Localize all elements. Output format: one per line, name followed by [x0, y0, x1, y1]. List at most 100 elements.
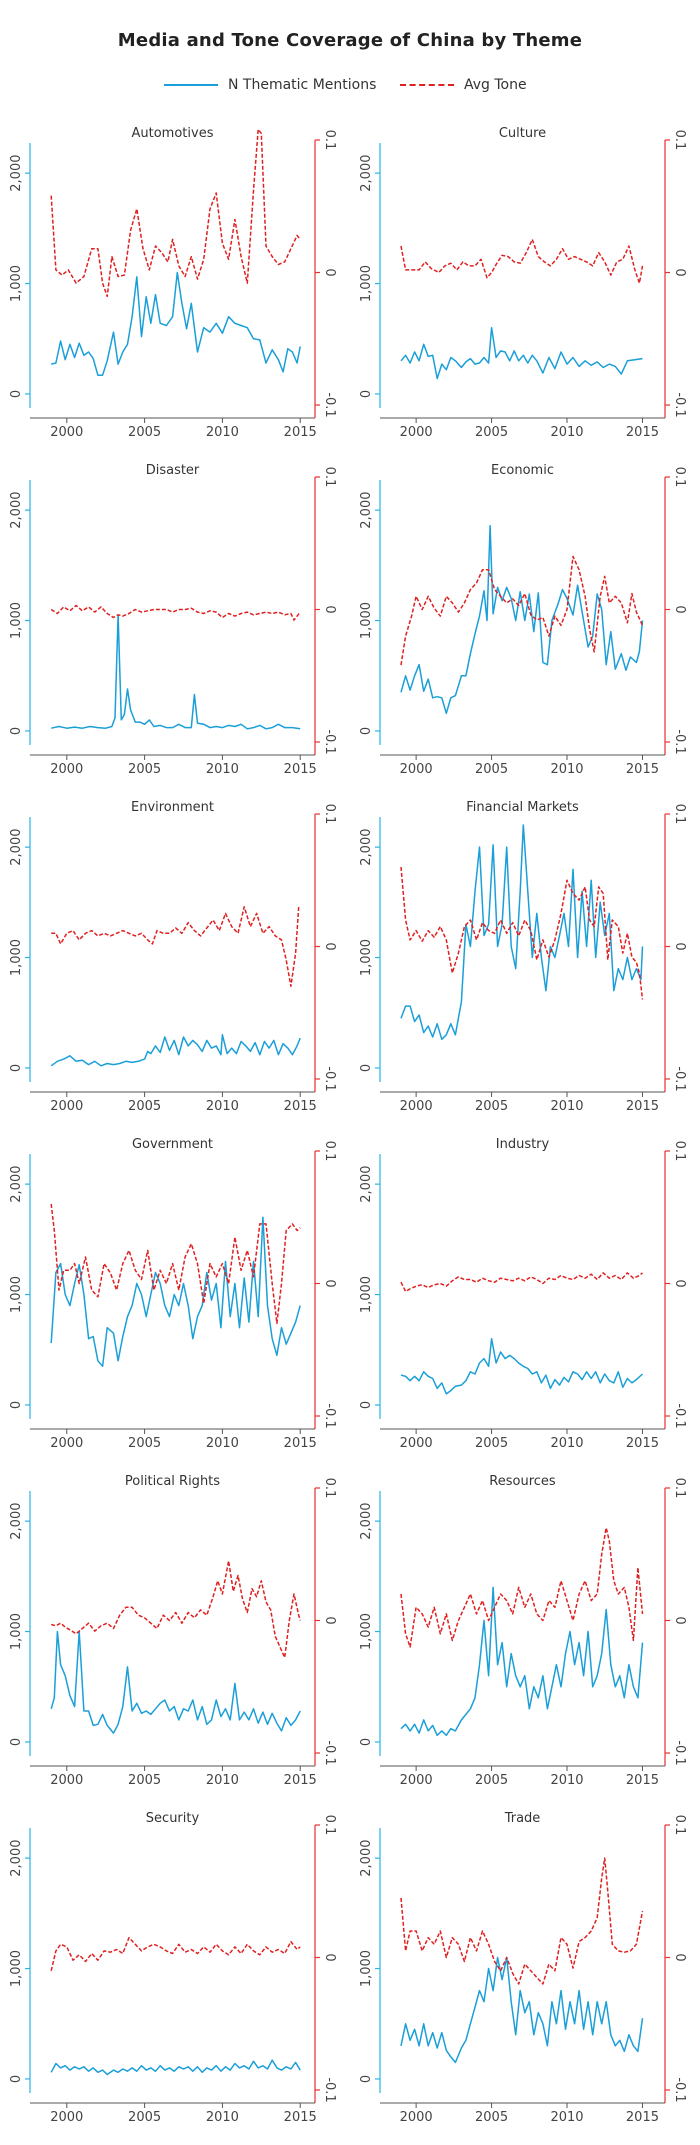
right-tick-label: 0.1: [322, 1478, 337, 1499]
left-tick-label: 2,000: [359, 1166, 374, 1203]
series-mentions-line: [400, 326, 643, 380]
left-tick-label: 2,000: [9, 829, 24, 866]
series-mentions-line: [50, 1034, 301, 1067]
x-tick-label: 2000: [50, 1436, 83, 1451]
right-tick-label: -0.1: [672, 729, 687, 754]
panel-title: Financial Markets: [466, 800, 579, 815]
left-tick-label: 1,000: [359, 1950, 374, 1987]
right-tick-label: 0: [322, 605, 337, 613]
left-tick-label: 2,000: [359, 829, 374, 866]
series-tone-line: [51, 1560, 301, 1659]
left-tick-label: 2,000: [9, 1166, 24, 1203]
series-tone-line: [400, 238, 644, 284]
x-tick-label: 2005: [475, 425, 508, 440]
right-tick-label: 0.1: [672, 467, 687, 488]
left-tick-label: 1,000: [9, 1276, 24, 1313]
x-tick-label: 2015: [284, 762, 317, 777]
x-tick-label: 2010: [550, 425, 583, 440]
right-tick-label: 0: [672, 1953, 687, 1961]
x-tick-label: 2010: [206, 1773, 239, 1788]
x-tick-label: 2000: [400, 425, 433, 440]
panel-title: Industry: [496, 1137, 550, 1152]
panel-title: Automotives: [132, 126, 214, 141]
left-tick-label: 1,000: [9, 1613, 24, 1650]
right-tick-label: 0: [322, 1279, 337, 1287]
series-tone-line: [50, 128, 301, 298]
right-tick-label: 0.1: [672, 1478, 687, 1499]
right-tick-label: 0.1: [322, 1815, 337, 1836]
right-tick-label: 0: [322, 1953, 337, 1961]
x-tick-label: 2010: [550, 1099, 583, 1114]
panel-disaster: Disaster 0 1,000 2,000 0.1 0 -0.1 2000 2005 2010 2…: [9, 463, 337, 777]
x-tick-label: 2010: [206, 425, 239, 440]
x-tick-label: 2015: [626, 2110, 659, 2125]
right-tick-label: 0: [672, 1616, 687, 1624]
right-tick-label: -0.1: [672, 1740, 687, 1765]
panel-title: Environment: [131, 800, 214, 815]
x-tick-label: 2000: [400, 762, 433, 777]
x-tick-label: 2010: [206, 762, 239, 777]
series-mentions-line: [51, 271, 301, 376]
x-tick-label: 2005: [128, 1773, 161, 1788]
left-tick-label: 1,000: [359, 602, 374, 639]
left-tick-label: 1,000: [359, 265, 374, 302]
panel-industry: Industry 0 1,000 2,000 0.1 0 -0.1 2000 2005 2010 2…: [359, 1137, 687, 1451]
x-tick-label: 2015: [284, 2110, 317, 2125]
series-mentions-line: [50, 1216, 301, 1368]
series-tone-line: [51, 906, 300, 988]
panel-culture: Culture 0 1,000 2,000 0.1 0 -0.1 2000 2005 2010 20…: [359, 126, 687, 440]
right-tick-label: 0: [672, 1279, 687, 1287]
left-tick-label: 1,000: [9, 265, 24, 302]
panel-automotives: Automotives 0 1,000 2,000 0.1 0 -0.1 2000 2005 20…: [9, 126, 337, 440]
right-tick-label: 0.1: [322, 1141, 337, 1162]
right-tick-label: -0.1: [322, 392, 337, 417]
x-tick-label: 2010: [550, 762, 583, 777]
x-tick-label: 2005: [128, 2110, 161, 2125]
x-tick-label: 2005: [475, 1099, 508, 1114]
right-tick-label: 0.1: [322, 804, 337, 825]
x-tick-label: 2010: [550, 1773, 583, 1788]
left-tick-label: 0: [359, 1401, 374, 1409]
series-mentions-line: [400, 1586, 644, 1737]
left-tick-label: 0: [9, 727, 24, 735]
x-tick-label: 2005: [475, 2110, 508, 2125]
legend-label-tone: Avg Tone: [464, 77, 527, 93]
panel-title: Political Rights: [125, 1474, 220, 1489]
left-tick-label: 1,000: [9, 602, 24, 639]
right-tick-label: 0: [672, 268, 687, 276]
series-mentions-line: [50, 2059, 301, 2076]
x-tick-label: 2000: [50, 762, 83, 777]
panel-title: Security: [146, 1811, 200, 1826]
right-tick-label: -0.1: [672, 1403, 687, 1428]
left-tick-label: 0: [359, 1064, 374, 1072]
left-tick-label: 2,000: [359, 155, 374, 192]
right-tick-label: -0.1: [672, 2077, 687, 2102]
x-tick-label: 2015: [284, 425, 317, 440]
left-tick-label: 0: [9, 1738, 24, 1746]
left-tick-label: 0: [9, 390, 24, 398]
left-tick-label: 1,000: [9, 939, 24, 976]
x-tick-label: 2010: [550, 2110, 583, 2125]
panel-security: Security 0 1,000 2,000 0.1 0 -0.1 2000 2005 2010 2…: [9, 1811, 337, 2125]
left-tick-label: 2,000: [359, 492, 374, 529]
right-tick-label: 0: [672, 605, 687, 613]
x-tick-label: 2005: [475, 762, 508, 777]
series-tone-line: [50, 1936, 301, 1971]
x-tick-label: 2015: [284, 1773, 317, 1788]
x-tick-label: 2015: [626, 1773, 659, 1788]
x-tick-label: 2000: [400, 1099, 433, 1114]
left-tick-label: 2,000: [359, 1503, 374, 1540]
series-tone-line: [400, 866, 644, 1000]
right-tick-label: 0: [322, 268, 337, 276]
right-tick-label: 0.1: [322, 130, 337, 151]
right-tick-label: -0.1: [322, 1066, 337, 1091]
x-tick-label: 2005: [475, 1436, 508, 1451]
series-tone-line: [400, 1527, 644, 1648]
left-tick-label: 0: [359, 727, 374, 735]
left-tick-label: 2,000: [9, 155, 24, 192]
left-tick-label: 1,000: [359, 1613, 374, 1650]
x-tick-label: 2005: [475, 1773, 508, 1788]
left-tick-label: 2,000: [359, 1840, 374, 1877]
panel-financial-markets: Financial Markets 0 1,000 2,000 0.1 0 -0.1 2000…: [359, 800, 687, 1114]
